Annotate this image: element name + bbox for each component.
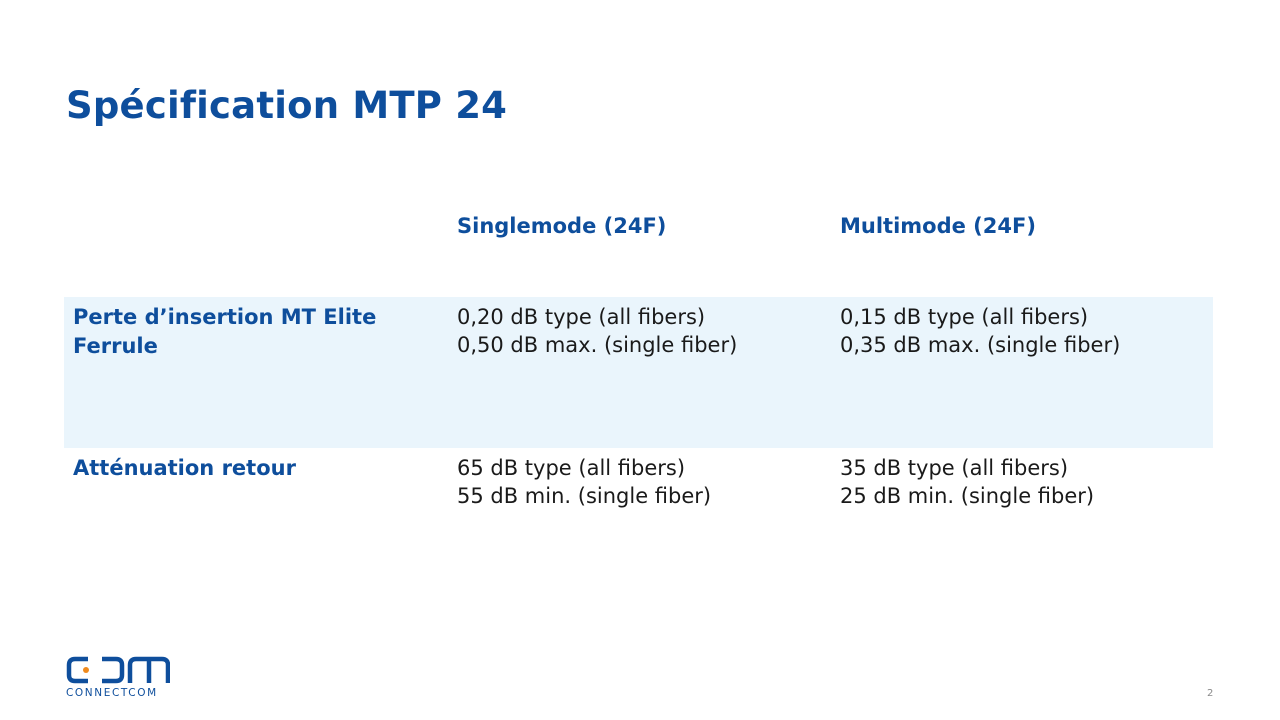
column-header-singlemode: Singlemode (24F) [457, 214, 667, 238]
table-row-return-loss: Atténuation retour 65 dB type (all fiber… [64, 448, 1213, 538]
cell-line: 0,35 dB max. (single fiber) [840, 333, 1121, 357]
page-number: 2 [1207, 688, 1214, 699]
connectcom-logo: CONNECTCOM [66, 656, 176, 699]
table-row-insertion-loss: Perte d’insertion MT Elite Ferrule 0,20 … [64, 297, 1213, 448]
cell-multimode: 0,15 dB type (all fibers) 0,35 dB max. (… [840, 303, 1120, 359]
cell-line: 0,15 dB type (all fibers) [840, 305, 1089, 329]
cell-line: 0,20 dB type (all fibers) [457, 305, 706, 329]
cdm-logo-mark [66, 656, 170, 684]
cell-multimode: 35 dB type (all fibers) 25 dB min. (sing… [840, 454, 1094, 510]
cell-line: 25 dB min. (single fiber) [840, 484, 1095, 508]
logo-wordmark: CONNECTCOM [66, 687, 158, 699]
row-label: Atténuation retour [73, 456, 296, 480]
cell-line: 65 dB type (all fibers) [457, 456, 686, 480]
cell-singlemode: 0,20 dB type (all fibers) 0,50 dB max. (… [457, 303, 737, 359]
row-label: Perte d’insertion MT Elite Ferrule [73, 305, 377, 358]
cell-singlemode: 65 dB type (all fibers) 55 dB min. (sing… [457, 454, 711, 510]
cell-line: 55 dB min. (single fiber) [457, 484, 712, 508]
slide-title: Spécification MTP 24 [66, 84, 508, 127]
cell-line: 0,50 dB max. (single fiber) [457, 333, 738, 357]
cell-line: 35 dB type (all fibers) [840, 456, 1069, 480]
column-header-multimode: Multimode (24F) [840, 214, 1036, 238]
